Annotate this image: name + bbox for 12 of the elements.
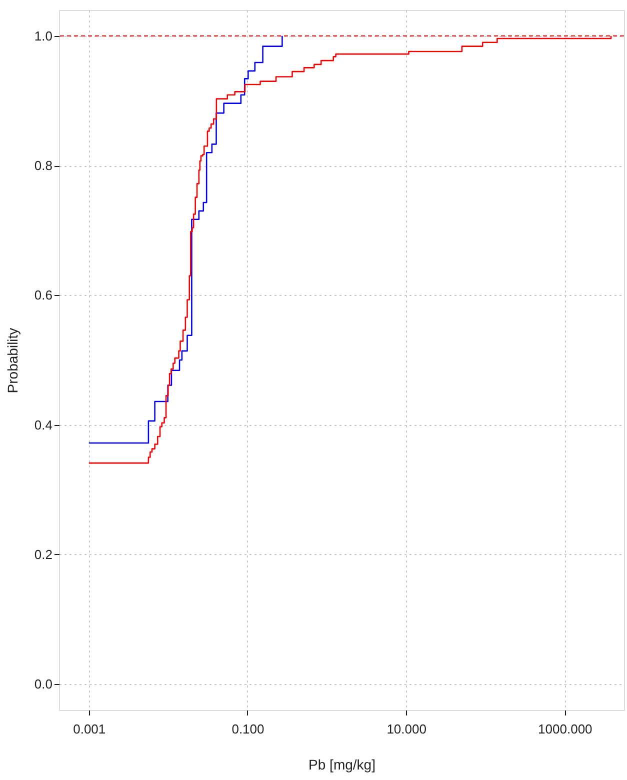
y-tick-label: 1.0 <box>34 28 52 44</box>
x-tick-label: 1000.000 <box>538 722 592 736</box>
x-axis-title: Pb [mg/kg] <box>308 756 376 772</box>
y-tick-label: 0.0 <box>34 676 52 692</box>
y-axis-title: Probability <box>4 328 20 394</box>
x-tick-label: 10.000 <box>386 722 426 736</box>
y-tick-label: 0.6 <box>34 288 52 303</box>
y-tick-label: 0.2 <box>34 546 52 562</box>
y-tick-label: 0.4 <box>34 417 52 432</box>
y-tick-label: 0.8 <box>34 158 52 174</box>
x-tick-label: 0.001 <box>73 722 106 736</box>
x-tick-label: 0.100 <box>232 722 264 736</box>
